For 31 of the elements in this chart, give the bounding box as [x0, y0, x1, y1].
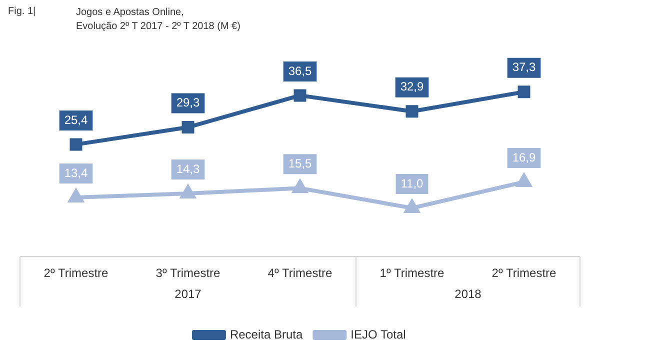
point — [68, 189, 84, 202]
chart-title: Jogos e Apostas Online, Evolução 2º T 2017 - 2º T 2018 (M €) — [76, 6, 240, 34]
data-label: 37,3 — [512, 60, 536, 74]
data-label: 15,5 — [288, 156, 312, 170]
caption: Fig. 1| — [8, 6, 37, 19]
legend-label: Receita Bruta — [230, 327, 303, 342]
data-label: 16,9 — [512, 150, 536, 164]
point — [518, 86, 530, 98]
data-label: 25,4 — [64, 112, 88, 127]
x-tick-label: 2º Trimestre — [492, 266, 557, 280]
point — [406, 105, 418, 118]
point — [70, 138, 82, 151]
point — [294, 89, 306, 102]
data-label: 14,3 — [176, 162, 200, 176]
legend-label: IEJO Total — [350, 327, 406, 342]
x-tick-label: 2º Trimestre — [44, 266, 109, 280]
data-label: 29,3 — [176, 96, 200, 110]
point — [516, 174, 532, 187]
data-label: 36,5 — [288, 64, 312, 78]
point — [404, 200, 420, 214]
data-label: 13,4 — [64, 166, 88, 180]
point — [180, 185, 196, 198]
data-label: 32,9 — [400, 80, 424, 94]
point — [292, 180, 308, 194]
data-label: 11,0 — [400, 176, 424, 190]
x-tick-label: 3º Trimestre — [156, 266, 221, 280]
text: 2018 — [454, 286, 482, 301]
text: 2017 — [174, 286, 202, 301]
x-tick-label: 4º Trimestre — [268, 266, 333, 280]
point — [182, 121, 194, 134]
x-tick-label: 1º Trimestre — [380, 266, 445, 280]
